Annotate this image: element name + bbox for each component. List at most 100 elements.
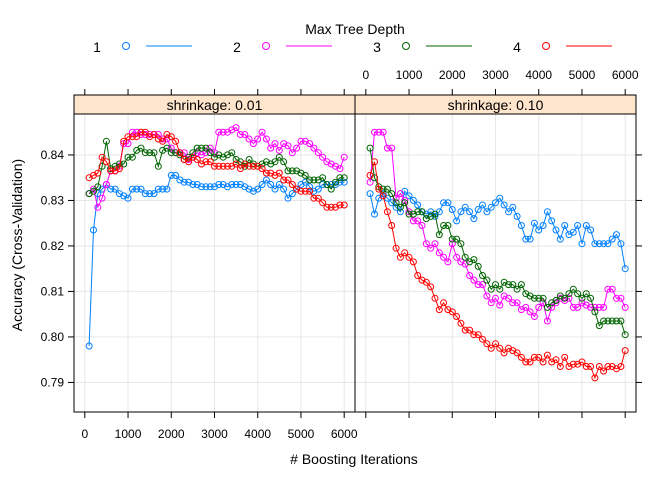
data-point	[219, 128, 227, 136]
data-point	[301, 171, 309, 179]
data-point	[392, 194, 400, 202]
data-point	[198, 144, 205, 152]
data-point	[211, 162, 218, 170]
data-point	[422, 215, 430, 223]
data-point	[517, 353, 525, 361]
data-point	[280, 176, 288, 184]
data-point	[587, 226, 595, 234]
data-point	[457, 319, 465, 327]
data-point	[211, 149, 218, 157]
data-point	[453, 313, 461, 320]
data-point	[535, 353, 543, 361]
data-point	[613, 317, 620, 325]
data-point	[115, 165, 123, 173]
data-point	[224, 162, 231, 170]
data-point	[319, 174, 327, 182]
data-point	[102, 158, 110, 166]
x-tick-label: 1000	[115, 427, 142, 441]
data-point	[258, 181, 266, 188]
data-point	[94, 203, 102, 211]
data-point	[163, 185, 171, 193]
data-point	[371, 158, 378, 166]
data-point	[94, 169, 102, 177]
legend-marker-2	[262, 42, 270, 50]
data-point	[327, 185, 335, 193]
data-point	[388, 144, 396, 152]
data-point	[137, 128, 145, 136]
data-point	[401, 199, 409, 207]
data-point	[604, 363, 612, 370]
data-point	[206, 158, 214, 166]
data-point	[492, 294, 499, 302]
data-point	[600, 303, 608, 311]
series-2	[366, 128, 629, 325]
data-point	[293, 144, 301, 152]
data-point	[422, 278, 430, 286]
data-point	[275, 181, 283, 188]
data-point	[409, 196, 417, 204]
data-point	[98, 153, 106, 161]
data-point	[405, 192, 413, 200]
series-3	[366, 144, 629, 339]
y-tick-label: 0.80	[41, 330, 65, 344]
data-point	[574, 222, 582, 229]
data-point	[297, 187, 305, 195]
data-point	[487, 285, 495, 293]
data-point	[600, 317, 608, 325]
data-point	[383, 208, 391, 216]
data-point	[271, 158, 279, 166]
data-point	[444, 222, 452, 229]
data-point	[366, 178, 374, 186]
x-axis-label: # Boosting Iterations	[290, 451, 418, 467]
data-point	[120, 160, 128, 168]
data-point	[414, 272, 422, 279]
legend-label-1: 1	[93, 39, 101, 55]
data-point	[535, 303, 543, 311]
data-point	[492, 281, 499, 289]
data-point	[141, 149, 149, 157]
data-point	[574, 303, 582, 311]
data-point	[479, 201, 486, 209]
data-point	[522, 303, 530, 311]
data-point	[548, 303, 556, 311]
data-point	[193, 144, 201, 152]
data-point	[543, 303, 551, 311]
data-point	[159, 137, 167, 145]
data-point	[513, 212, 521, 220]
data-point	[569, 285, 577, 293]
data-point	[444, 199, 452, 207]
data-point	[167, 171, 175, 179]
data-point	[98, 194, 106, 202]
data-point	[327, 203, 335, 211]
data-point	[621, 331, 629, 339]
x-tick-label: 4000	[525, 68, 552, 82]
data-point	[569, 303, 577, 311]
series-line-3	[88, 141, 345, 195]
data-point	[310, 144, 318, 152]
y-tick-label: 0.81	[41, 284, 65, 298]
data-point	[483, 292, 491, 300]
data-point	[578, 358, 586, 366]
data-point	[159, 185, 167, 193]
strip-label: shrinkage: 0.10	[448, 97, 544, 113]
data-point	[448, 206, 456, 213]
data-point	[249, 187, 257, 195]
legend-title: Max Tree Depth	[305, 21, 405, 37]
data-point	[141, 128, 149, 136]
data-point	[496, 194, 504, 202]
data-point	[236, 131, 244, 138]
data-point	[591, 308, 599, 316]
data-point	[379, 185, 387, 193]
y-tick-label: 0.83	[41, 193, 65, 207]
data-point	[431, 294, 439, 302]
legend-marker-1	[122, 42, 130, 50]
data-point	[487, 203, 495, 211]
strip-label: shrinkage: 0.01	[167, 97, 263, 113]
data-point	[591, 374, 599, 382]
data-point	[189, 149, 197, 157]
data-point	[262, 169, 270, 177]
data-point	[617, 317, 625, 325]
data-point	[297, 137, 305, 145]
data-point	[530, 353, 538, 361]
data-point	[587, 363, 595, 370]
